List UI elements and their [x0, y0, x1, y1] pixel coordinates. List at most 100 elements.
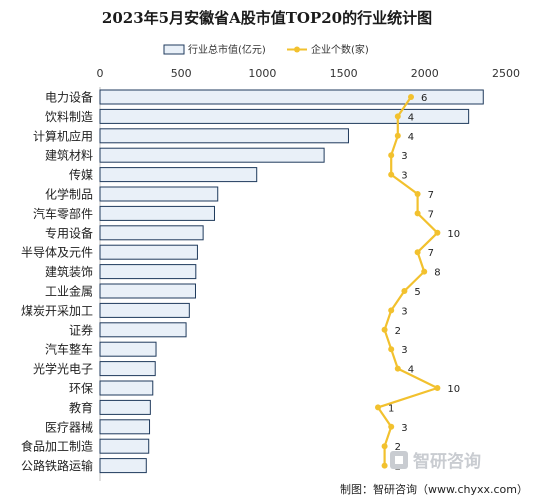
x-axis: 0 500 1000 1500 2000 2500: [97, 67, 521, 80]
line-data-label: 10: [447, 384, 460, 395]
line-point: [394, 113, 401, 120]
line-data-label: 3: [401, 171, 407, 182]
category-label: 环保: [69, 382, 93, 396]
line-point: [401, 288, 408, 294]
line-point: [388, 171, 395, 178]
watermark-text: 智研咨询: [413, 451, 481, 472]
line-point: [388, 307, 395, 314]
line-point: [381, 443, 388, 450]
category-label: 医疗器械: [45, 419, 93, 434]
bar: [99, 458, 147, 474]
line-point: [381, 462, 388, 469]
line-point: [388, 346, 395, 353]
category-label: 计算机应用: [33, 128, 93, 143]
category-label: 教育: [69, 400, 93, 415]
source-note: 制图：智研咨询（www.chyxx.com）: [340, 482, 528, 496]
line-data-label: 3: [401, 423, 407, 434]
legend-line-label: 企业个数(家): [311, 43, 369, 56]
line-point: [394, 132, 401, 139]
bar: [99, 244, 198, 260]
line-data-label: 4: [408, 132, 414, 143]
bar: [99, 302, 190, 318]
bar: [99, 380, 154, 396]
legend: 行业总市值(亿元) 企业个数(家): [163, 43, 369, 56]
line-point: [414, 191, 421, 197]
category-label: 化学制品: [45, 187, 93, 202]
zhiyan-logo-icon-inner: [395, 456, 403, 464]
line-point: [394, 365, 401, 372]
bar: [99, 225, 204, 241]
line-point: [375, 404, 381, 411]
category-label: 食品加工制造: [21, 439, 93, 454]
line-point: [388, 152, 395, 159]
line-point: [434, 229, 441, 236]
category-label: 煤炭开采加工: [21, 304, 93, 318]
bar: [99, 128, 349, 144]
x-tick-label: 2500: [492, 67, 520, 80]
line-point: [434, 385, 441, 391]
legend-bar-label: 行业总市值(亿元): [188, 43, 266, 56]
line-data-label: 2: [395, 442, 401, 453]
bar: [99, 419, 151, 435]
chart-title: 2023年5月安徽省A股市值TOP20的行业统计图: [102, 9, 432, 27]
category-label: 传媒: [69, 167, 93, 182]
bar: [99, 147, 325, 163]
category-label: 证券: [69, 322, 93, 337]
category-label: 汽车整车: [45, 342, 93, 357]
bar: [99, 361, 156, 377]
x-tick-label: 0: [97, 67, 104, 80]
line-point: [421, 268, 428, 275]
line-data-label: 1: [388, 403, 394, 414]
bar: [99, 438, 150, 454]
line-data-label: 7: [428, 248, 434, 259]
category-label: 光学光电子: [33, 361, 93, 376]
legend-bar-swatch: [163, 44, 185, 55]
line-data-label: 6: [421, 93, 427, 104]
category-labels: 电力设备饮料制造计算机应用建筑材料传媒化学制品汽车零部件专用设备半导体及元件建筑…: [21, 91, 93, 474]
category-label: 公路铁路运输: [21, 458, 93, 473]
line-point: [414, 210, 421, 217]
line-data-label: 4: [408, 365, 414, 376]
bar: [99, 186, 219, 202]
bar: [99, 322, 187, 338]
line-data-label: 8: [434, 268, 440, 279]
x-tick-label: 1500: [330, 67, 358, 80]
line-data-label: 7: [428, 190, 434, 201]
line-point: [381, 326, 388, 333]
line-data-label: 3: [401, 151, 407, 162]
bar: [99, 108, 470, 124]
bar: [99, 283, 196, 299]
x-tick-label: 2000: [411, 67, 439, 80]
bar: [99, 399, 151, 415]
line-data-label: 2: [395, 326, 401, 337]
category-label: 工业金属: [45, 284, 93, 299]
bar-series: [99, 89, 484, 474]
category-label: 半导体及元件: [21, 246, 93, 260]
bar: [99, 89, 484, 105]
bar: [99, 167, 258, 183]
bar: [99, 205, 215, 221]
legend-line-marker: [294, 46, 300, 53]
line-point: [408, 94, 414, 100]
category-label: 饮料制造: [45, 110, 93, 124]
line-data-label: 10: [447, 229, 460, 240]
category-label: 专用设备: [45, 225, 93, 240]
x-tick-label: 1000: [248, 67, 276, 80]
category-label: 建筑装饰: [45, 264, 93, 279]
bar: [99, 341, 157, 357]
watermark: 智研咨询: [390, 451, 481, 472]
line-point: [388, 423, 395, 430]
line-series: 6443377107853234101322: [375, 93, 460, 473]
line-path: [376, 96, 439, 466]
line-point: [414, 249, 421, 256]
category-label: 汽车零部件: [33, 206, 93, 221]
line-data-label: 5: [414, 287, 420, 298]
bar: [99, 264, 197, 280]
line-data-label: 3: [401, 345, 407, 356]
category-label: 建筑材料: [45, 148, 93, 163]
line-data-label: 7: [428, 209, 434, 220]
category-label: 电力设备: [45, 91, 93, 105]
